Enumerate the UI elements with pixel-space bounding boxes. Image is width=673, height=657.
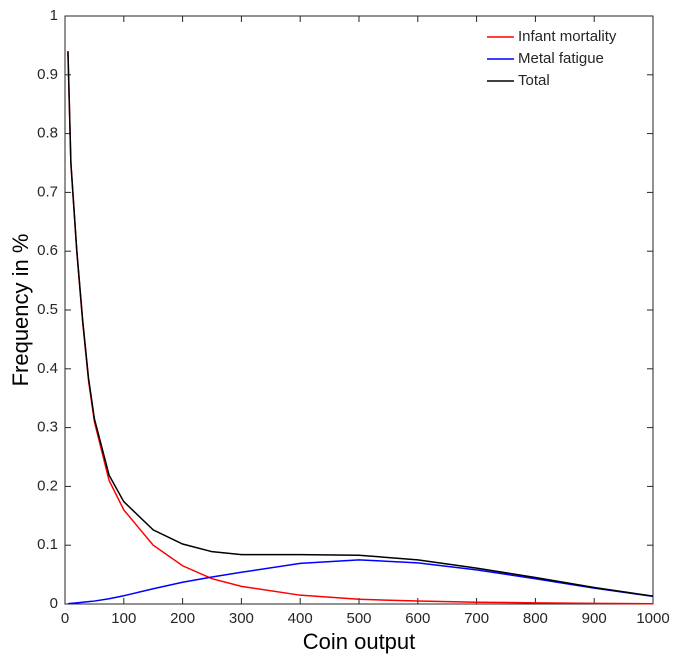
- x-tick-label: 300: [229, 610, 254, 627]
- y-tick-label: 0: [50, 595, 58, 612]
- legend-label: Infant mortality: [518, 28, 617, 45]
- x-tick-label: 700: [464, 610, 489, 627]
- x-tick-label: 100: [111, 610, 136, 627]
- x-tick-label: 500: [346, 610, 371, 627]
- series-line: [67, 51, 654, 597]
- y-tick-label: 0.3: [37, 419, 58, 436]
- y-tick-label: 0.7: [37, 183, 58, 200]
- y-tick-label: 0.9: [37, 66, 58, 83]
- legend-label: Metal fatigue: [518, 50, 604, 67]
- x-tick-label: 200: [170, 610, 195, 627]
- y-tick-label: 0.2: [37, 477, 58, 494]
- y-tick-label: 0.4: [37, 360, 58, 377]
- x-tick-label: 600: [405, 610, 430, 627]
- series-line: [67, 51, 654, 605]
- y-axis-title: Frequency in %: [8, 234, 33, 387]
- x-tick-label: 0: [61, 610, 69, 627]
- x-tick-label: 900: [582, 610, 607, 627]
- y-tick-label: 1: [50, 7, 58, 24]
- legend-label: Total: [518, 72, 550, 89]
- x-tick-label: 400: [288, 610, 313, 627]
- series-line: [67, 559, 654, 605]
- x-tick-label: 800: [523, 610, 548, 627]
- x-tick-label: 1000: [636, 610, 669, 627]
- y-tick-label: 0.8: [37, 125, 58, 142]
- y-tick-label: 0.5: [37, 301, 58, 318]
- x-axis-title: Coin output: [303, 629, 416, 654]
- y-tick-label: 0.6: [37, 242, 58, 259]
- plot-frame: [64, 15, 654, 605]
- y-tick-label: 0.1: [37, 536, 58, 553]
